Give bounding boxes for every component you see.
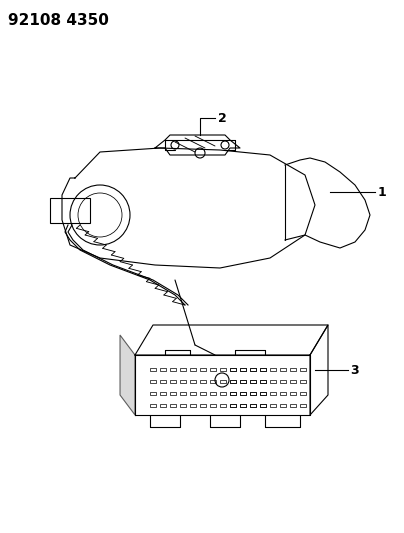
Bar bbox=[150, 392, 156, 395]
Bar bbox=[210, 404, 216, 407]
Bar bbox=[240, 404, 246, 407]
Bar bbox=[220, 380, 226, 383]
Bar bbox=[280, 380, 286, 383]
Bar bbox=[170, 380, 176, 383]
Bar bbox=[280, 392, 286, 395]
Bar bbox=[210, 380, 216, 383]
Bar bbox=[230, 380, 236, 383]
Bar bbox=[260, 404, 266, 407]
Bar bbox=[200, 368, 206, 371]
Text: 3: 3 bbox=[350, 364, 359, 376]
Bar bbox=[190, 392, 196, 395]
Bar bbox=[150, 380, 156, 383]
Bar bbox=[230, 404, 236, 407]
Bar bbox=[200, 392, 206, 395]
Bar bbox=[250, 380, 256, 383]
Bar bbox=[300, 392, 306, 395]
Bar bbox=[230, 368, 236, 371]
Bar bbox=[210, 392, 216, 395]
Bar bbox=[150, 368, 156, 371]
Bar bbox=[250, 368, 256, 371]
Bar bbox=[290, 392, 296, 395]
Bar bbox=[260, 380, 266, 383]
Bar bbox=[260, 392, 266, 395]
Bar bbox=[270, 404, 276, 407]
Bar bbox=[250, 368, 256, 371]
Bar bbox=[280, 404, 286, 407]
Text: 2: 2 bbox=[218, 111, 227, 125]
Bar bbox=[240, 380, 246, 383]
Bar bbox=[290, 368, 296, 371]
Bar bbox=[230, 380, 236, 383]
Bar bbox=[260, 404, 266, 407]
Bar bbox=[180, 392, 186, 395]
Bar bbox=[170, 404, 176, 407]
Bar bbox=[200, 380, 206, 383]
Bar bbox=[170, 392, 176, 395]
Bar bbox=[240, 368, 246, 371]
Bar bbox=[160, 380, 166, 383]
Bar bbox=[270, 380, 276, 383]
Bar bbox=[150, 404, 156, 407]
Bar bbox=[220, 392, 226, 395]
Bar bbox=[230, 368, 236, 371]
Bar bbox=[250, 380, 256, 383]
Bar bbox=[200, 404, 206, 407]
Bar bbox=[250, 404, 256, 407]
Bar bbox=[250, 392, 256, 395]
Bar bbox=[180, 368, 186, 371]
Bar bbox=[260, 392, 266, 395]
Bar bbox=[250, 404, 256, 407]
Bar bbox=[240, 368, 246, 371]
Bar bbox=[160, 368, 166, 371]
Bar bbox=[180, 380, 186, 383]
Bar bbox=[260, 380, 266, 383]
Bar bbox=[260, 368, 266, 371]
Bar bbox=[270, 392, 276, 395]
Bar bbox=[230, 392, 236, 395]
Bar bbox=[190, 368, 196, 371]
Bar bbox=[290, 380, 296, 383]
Bar bbox=[270, 368, 276, 371]
Bar bbox=[160, 392, 166, 395]
Bar bbox=[220, 404, 226, 407]
Bar bbox=[240, 392, 246, 395]
Bar bbox=[190, 380, 196, 383]
Bar bbox=[240, 404, 246, 407]
Polygon shape bbox=[120, 335, 135, 415]
Bar bbox=[250, 392, 256, 395]
Bar bbox=[220, 368, 226, 371]
Bar bbox=[230, 392, 236, 395]
Bar bbox=[260, 368, 266, 371]
Bar bbox=[190, 404, 196, 407]
Bar bbox=[160, 404, 166, 407]
Bar bbox=[290, 404, 296, 407]
Bar bbox=[280, 368, 286, 371]
Bar bbox=[300, 368, 306, 371]
Text: 1: 1 bbox=[378, 185, 387, 198]
Bar bbox=[230, 404, 236, 407]
Bar bbox=[210, 368, 216, 371]
Bar bbox=[240, 380, 246, 383]
Bar bbox=[300, 380, 306, 383]
Text: 92108 4350: 92108 4350 bbox=[8, 13, 109, 28]
Bar bbox=[240, 392, 246, 395]
Bar bbox=[300, 404, 306, 407]
Bar bbox=[180, 404, 186, 407]
Bar bbox=[170, 368, 176, 371]
